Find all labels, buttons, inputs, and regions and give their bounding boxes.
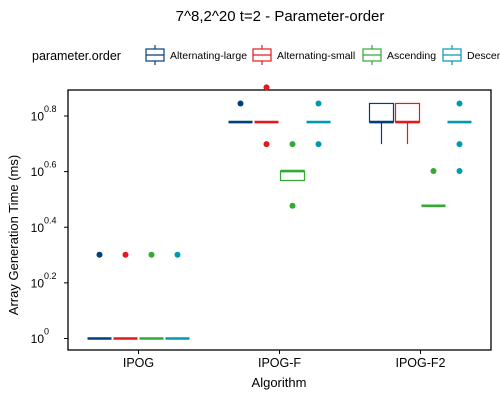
box-descending bbox=[165, 251, 190, 340]
legend-label: Ascending bbox=[387, 50, 436, 62]
y-tick-label: 10 bbox=[31, 332, 45, 346]
y-tick-exponent: 0.6 bbox=[44, 160, 57, 170]
legend-item: Alternating-small bbox=[252, 45, 355, 65]
box-ascending bbox=[139, 251, 164, 340]
x-tick-label: IPOG-F2 bbox=[395, 356, 445, 370]
y-axis-label: Array Generation Time (ms) bbox=[6, 155, 21, 315]
legend: Alternating-large Alternating-small Ascend… bbox=[145, 45, 500, 65]
outlier-point bbox=[96, 251, 103, 258]
plot-panel bbox=[67, 89, 492, 351]
legend-item: Descending bbox=[442, 45, 500, 65]
y-tick-exponent: 0.2 bbox=[44, 271, 57, 281]
y-tick-exponent: 0 bbox=[44, 327, 49, 337]
outlier-point bbox=[289, 141, 296, 148]
outlier-point bbox=[315, 141, 322, 148]
box-alternating-large bbox=[87, 251, 112, 340]
box-alternating-large bbox=[228, 100, 253, 124]
legend-item: Alternating-large bbox=[145, 45, 247, 65]
box-alternating-large bbox=[368, 102, 395, 145]
outlier-point bbox=[237, 100, 244, 107]
outlier-point bbox=[315, 100, 322, 107]
y-tick-exponent: 0.8 bbox=[44, 104, 57, 114]
y-tick-label: 10 bbox=[31, 276, 45, 290]
outlier-point bbox=[122, 251, 129, 258]
x-tick-label: IPOG bbox=[123, 356, 154, 370]
legend-item: Ascending bbox=[362, 45, 436, 65]
box-alternating-small bbox=[394, 102, 421, 145]
outlier-point bbox=[174, 251, 181, 258]
y-tick-label: 10 bbox=[31, 221, 45, 235]
x-axis-label: Algorithm bbox=[252, 375, 307, 390]
chart-title: 7^8,2^20 t=2 - Parameter-order bbox=[176, 8, 385, 25]
y-tick-exponent: 0.4 bbox=[44, 215, 57, 225]
box-body bbox=[394, 102, 421, 123]
box-alternating-small bbox=[254, 84, 279, 148]
box-ascending bbox=[279, 141, 306, 209]
box-descending bbox=[447, 100, 472, 175]
outlier-point bbox=[430, 168, 437, 175]
box-body bbox=[368, 102, 395, 123]
y-tick-label: 10 bbox=[31, 165, 45, 179]
outlier-point bbox=[263, 141, 270, 148]
legend-label: Alternating-large bbox=[170, 50, 247, 62]
legend-label: Descending bbox=[467, 50, 500, 62]
box-body bbox=[279, 170, 306, 182]
legend-label: Alternating-small bbox=[277, 50, 355, 62]
x-tick-label: IPOG-F bbox=[258, 356, 301, 370]
outlier-point bbox=[456, 141, 463, 148]
outlier-point bbox=[456, 168, 463, 175]
box-ascending bbox=[421, 168, 446, 208]
outlier-point bbox=[263, 84, 270, 91]
outlier-point bbox=[289, 202, 296, 209]
outlier-point bbox=[456, 100, 463, 107]
y-tick-label: 10 bbox=[31, 110, 45, 124]
legend-title: parameter.order bbox=[32, 49, 121, 63]
outlier-point bbox=[148, 251, 155, 258]
box-descending bbox=[306, 100, 331, 148]
box-alternating-small bbox=[113, 251, 138, 340]
